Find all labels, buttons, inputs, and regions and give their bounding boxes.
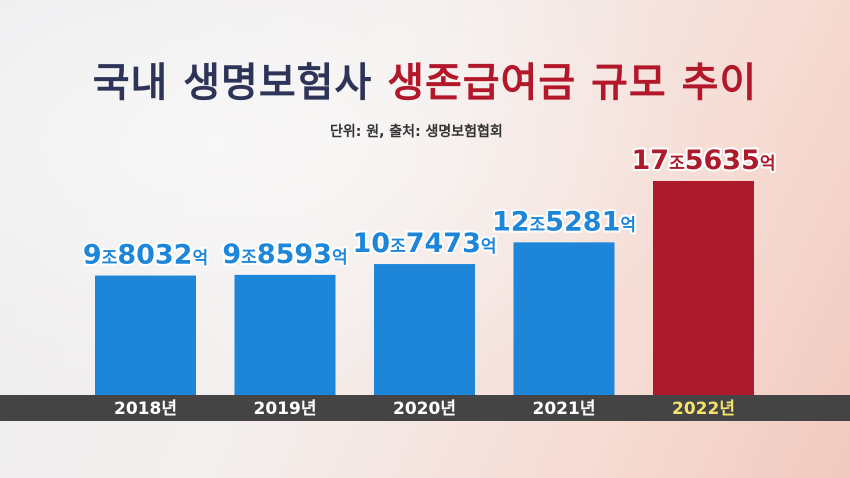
value-label-unit-jo: 조 xyxy=(241,248,257,268)
value-label-unit-eok: 억 xyxy=(760,154,776,174)
value-label-unit-jo: 조 xyxy=(669,154,685,174)
chart-subtitle: 단위: 원, 출처: 생명보험협회 xyxy=(330,124,503,140)
value-label-3: 12조5281억 xyxy=(492,206,636,237)
value-label-minor: 8032 xyxy=(117,240,192,271)
x-axis-band xyxy=(0,395,850,421)
value-label-1: 9조8593억 xyxy=(222,239,347,270)
chart-title-part2: 생존급여금 규모 추이 xyxy=(387,60,758,106)
x-tick-label-4: 2022년 xyxy=(672,399,735,419)
value-label-minor: 8593 xyxy=(257,239,332,270)
value-label-minor: 5281 xyxy=(545,206,620,237)
bar-1 xyxy=(234,274,336,395)
value-label-major: 9 xyxy=(83,240,102,271)
value-label-minor: 5635 xyxy=(685,145,760,176)
x-tick-label-0: 2018년 xyxy=(114,399,177,419)
value-label-unit-jo: 조 xyxy=(102,249,118,269)
bar-4 xyxy=(653,181,754,395)
value-label-major: 17 xyxy=(631,145,669,176)
value-label-unit-eok: 억 xyxy=(481,237,497,257)
value-label-2: 10조7473억 xyxy=(352,228,496,259)
chart-title: 국내 생명보험사 생존급여금 규모 추이 xyxy=(0,50,850,108)
bar-3 xyxy=(513,242,615,395)
bar-2 xyxy=(374,264,475,395)
value-label-unit-jo: 조 xyxy=(530,215,546,235)
value-label-minor: 7473 xyxy=(406,228,481,259)
x-tick-label-3: 2021년 xyxy=(533,399,596,419)
value-label-major: 10 xyxy=(352,228,390,259)
bar-0 xyxy=(95,275,196,395)
x-tick-label-1: 2019년 xyxy=(254,399,317,419)
x-tick-label-2: 2020년 xyxy=(393,399,456,419)
value-label-major: 12 xyxy=(492,206,530,237)
value-label-unit-eok: 억 xyxy=(620,215,636,235)
value-label-major: 9 xyxy=(222,239,241,270)
chart-title-part1: 국내 생명보험사 xyxy=(92,60,388,106)
value-label-0: 9조8032억 xyxy=(83,240,208,271)
value-label-unit-eok: 억 xyxy=(332,248,348,268)
value-label-4: 17조5635억 xyxy=(631,145,775,176)
value-label-unit-jo: 조 xyxy=(390,237,406,257)
value-label-unit-eok: 억 xyxy=(192,249,208,269)
